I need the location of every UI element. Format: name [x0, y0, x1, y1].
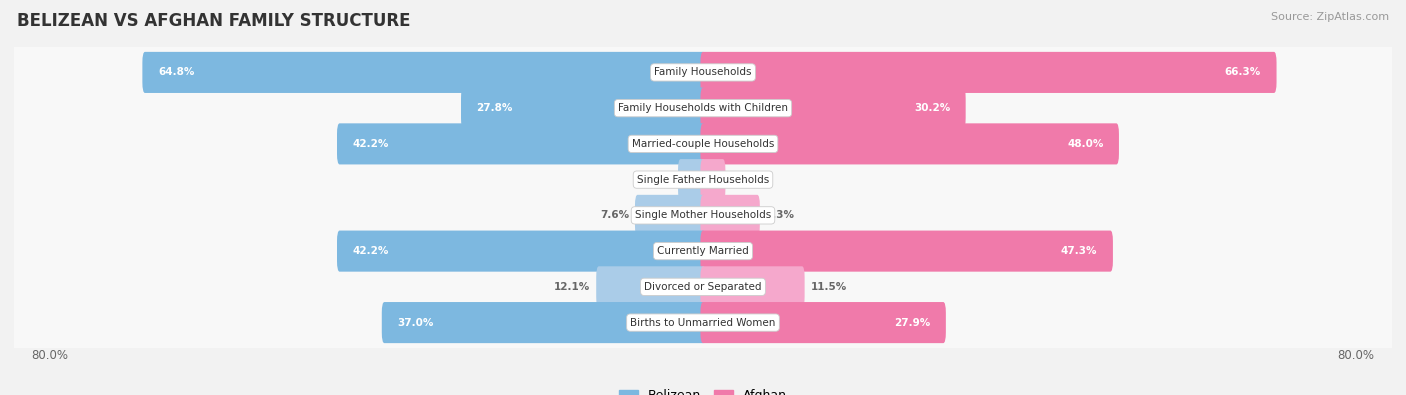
FancyBboxPatch shape: [461, 88, 706, 129]
Text: 37.0%: 37.0%: [398, 318, 433, 327]
Text: 80.0%: 80.0%: [1337, 350, 1375, 362]
Text: Single Father Households: Single Father Households: [637, 175, 769, 184]
FancyBboxPatch shape: [382, 302, 706, 343]
Text: 80.0%: 80.0%: [31, 350, 69, 362]
Text: 27.9%: 27.9%: [894, 318, 931, 327]
FancyBboxPatch shape: [142, 52, 706, 93]
FancyBboxPatch shape: [700, 195, 759, 236]
FancyBboxPatch shape: [11, 149, 1395, 211]
Legend: Belizean, Afghan: Belizean, Afghan: [614, 384, 792, 395]
Text: Source: ZipAtlas.com: Source: ZipAtlas.com: [1271, 12, 1389, 22]
FancyBboxPatch shape: [596, 266, 706, 307]
Text: Single Mother Households: Single Mother Households: [636, 211, 770, 220]
FancyBboxPatch shape: [11, 113, 1395, 175]
FancyBboxPatch shape: [11, 150, 1395, 211]
Text: 6.3%: 6.3%: [766, 211, 794, 220]
Text: 2.3%: 2.3%: [731, 175, 761, 184]
FancyBboxPatch shape: [11, 185, 1395, 247]
Text: 27.8%: 27.8%: [477, 103, 513, 113]
FancyBboxPatch shape: [11, 256, 1395, 318]
FancyBboxPatch shape: [11, 221, 1395, 282]
FancyBboxPatch shape: [337, 123, 706, 164]
FancyBboxPatch shape: [11, 293, 1395, 354]
Text: Married-couple Households: Married-couple Households: [631, 139, 775, 149]
FancyBboxPatch shape: [11, 78, 1395, 139]
Text: 7.6%: 7.6%: [600, 211, 628, 220]
Text: Currently Married: Currently Married: [657, 246, 749, 256]
FancyBboxPatch shape: [700, 231, 1114, 272]
FancyBboxPatch shape: [700, 123, 1119, 164]
Text: 12.1%: 12.1%: [554, 282, 591, 292]
FancyBboxPatch shape: [700, 266, 804, 307]
Text: 64.8%: 64.8%: [157, 68, 194, 77]
FancyBboxPatch shape: [700, 88, 966, 129]
Text: BELIZEAN VS AFGHAN FAMILY STRUCTURE: BELIZEAN VS AFGHAN FAMILY STRUCTURE: [17, 12, 411, 30]
FancyBboxPatch shape: [11, 114, 1395, 175]
FancyBboxPatch shape: [678, 159, 706, 200]
FancyBboxPatch shape: [11, 42, 1395, 103]
Text: 11.5%: 11.5%: [811, 282, 846, 292]
FancyBboxPatch shape: [337, 231, 706, 272]
FancyBboxPatch shape: [11, 184, 1395, 246]
Text: 48.0%: 48.0%: [1067, 139, 1104, 149]
Text: Family Households: Family Households: [654, 68, 752, 77]
FancyBboxPatch shape: [700, 302, 946, 343]
Text: 42.2%: 42.2%: [353, 139, 389, 149]
FancyBboxPatch shape: [636, 195, 706, 236]
Text: 30.2%: 30.2%: [914, 103, 950, 113]
FancyBboxPatch shape: [11, 42, 1395, 104]
Text: Family Households with Children: Family Households with Children: [619, 103, 787, 113]
FancyBboxPatch shape: [11, 292, 1395, 353]
FancyBboxPatch shape: [11, 77, 1395, 139]
FancyBboxPatch shape: [700, 159, 725, 200]
Text: 42.2%: 42.2%: [353, 246, 389, 256]
FancyBboxPatch shape: [700, 52, 1277, 93]
Text: Births to Unmarried Women: Births to Unmarried Women: [630, 318, 776, 327]
FancyBboxPatch shape: [11, 220, 1395, 282]
Text: 66.3%: 66.3%: [1225, 68, 1261, 77]
FancyBboxPatch shape: [11, 257, 1395, 318]
Text: 2.6%: 2.6%: [643, 175, 672, 184]
Text: Divorced or Separated: Divorced or Separated: [644, 282, 762, 292]
Text: 47.3%: 47.3%: [1062, 246, 1098, 256]
